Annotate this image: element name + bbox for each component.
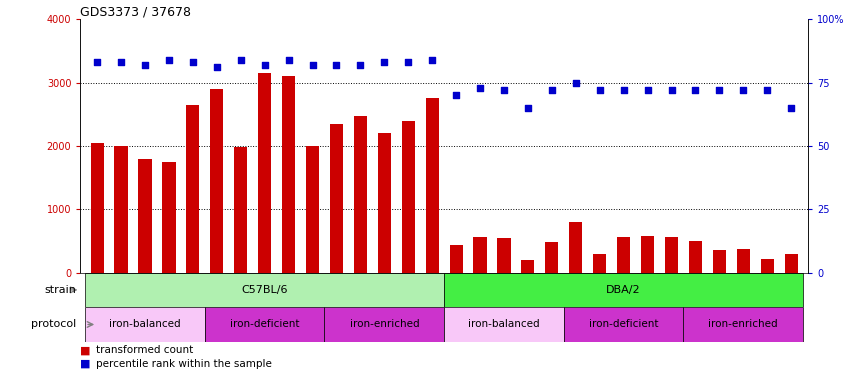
Bar [713,250,726,273]
Bar [593,254,607,273]
Bar [563,307,684,342]
Point [712,87,726,93]
Point [91,59,104,65]
Point [186,59,200,65]
Bar [737,248,750,273]
Text: ■: ■ [80,359,91,369]
Point [689,87,702,93]
Text: protocol: protocol [31,319,76,329]
Point [402,59,415,65]
Point [162,57,176,63]
Bar [186,105,200,273]
Point [114,59,128,65]
Text: GDS3373 / 37678: GDS3373 / 37678 [80,5,191,18]
Text: percentile rank within the sample: percentile rank within the sample [96,359,272,369]
Bar [205,307,325,342]
Point [138,62,151,68]
Bar [497,238,511,273]
Text: ■: ■ [80,345,91,355]
Point [282,57,295,63]
Bar [569,222,582,273]
Text: iron-deficient: iron-deficient [589,319,658,329]
Bar [330,124,343,273]
Bar [761,259,774,273]
Bar [258,73,272,273]
Point [593,87,607,93]
Bar [689,241,702,273]
Bar [282,76,295,273]
Point [521,105,535,111]
Point [784,105,798,111]
Bar [85,307,205,342]
Point [234,57,248,63]
Point [545,87,558,93]
Bar [377,133,391,273]
Text: C57BL/6: C57BL/6 [241,285,288,295]
Point [330,62,343,68]
Point [354,62,367,68]
Bar [617,237,630,273]
Point [377,59,391,65]
Bar [402,121,415,273]
Bar [521,260,535,273]
Bar [546,242,558,273]
Text: DBA/2: DBA/2 [607,285,641,295]
Bar [162,162,175,273]
Bar [444,273,803,307]
Text: iron-balanced: iron-balanced [468,319,540,329]
Point [449,92,463,98]
Point [473,84,486,91]
Bar [354,116,367,273]
Bar [91,143,104,273]
Bar [641,236,654,273]
Bar [114,146,128,273]
Bar [139,159,151,273]
Bar [444,307,563,342]
Point [258,62,272,68]
Text: strain: strain [44,285,76,295]
Text: iron-deficient: iron-deficient [230,319,299,329]
Text: iron-enriched: iron-enriched [708,319,778,329]
Text: iron-enriched: iron-enriched [349,319,419,329]
Bar [665,237,678,273]
Bar [325,307,444,342]
Point [617,87,630,93]
Point [737,87,750,93]
Bar [306,146,319,273]
Point [305,62,319,68]
Point [761,87,774,93]
Bar [684,307,803,342]
Point [569,79,583,86]
Text: iron-balanced: iron-balanced [109,319,181,329]
Bar [449,245,463,273]
Text: transformed count: transformed count [96,345,193,355]
Bar [784,254,798,273]
Bar [234,147,247,273]
Bar [426,98,439,273]
Bar [474,237,486,273]
Point [497,87,511,93]
Bar [210,89,223,273]
Point [640,87,654,93]
Point [210,64,223,70]
Point [665,87,678,93]
Bar [85,273,444,307]
Point [426,57,439,63]
